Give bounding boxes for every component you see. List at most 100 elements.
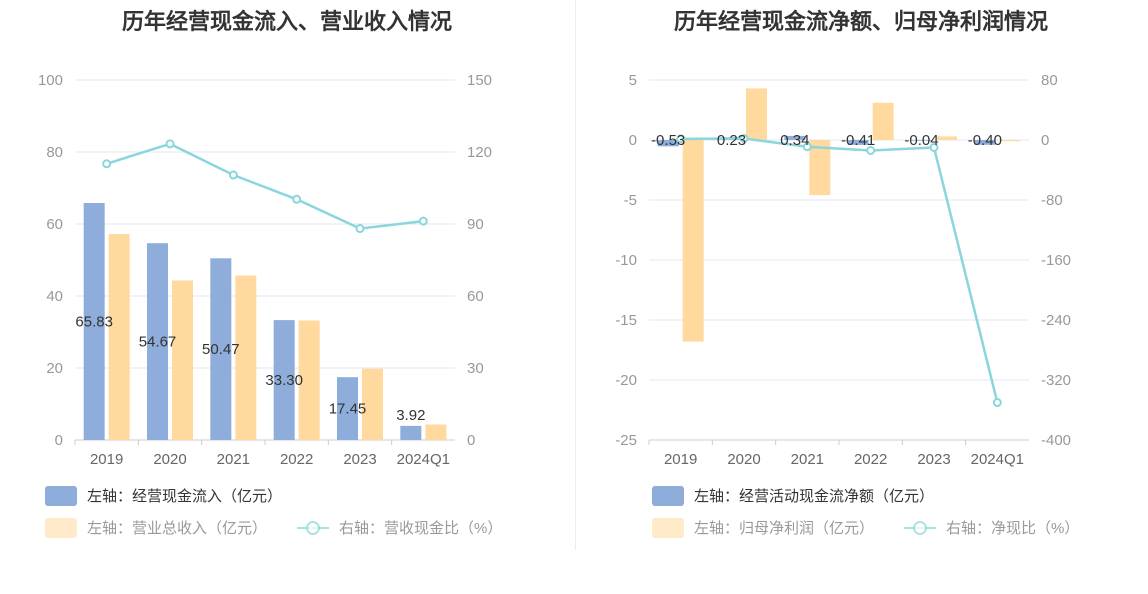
legend-swatch-line-marker bbox=[913, 521, 927, 535]
revenue-bar bbox=[936, 136, 957, 140]
revenue-bar bbox=[298, 320, 320, 440]
x-tick-label: 2021 bbox=[217, 451, 250, 468]
y-right-tick-label: -240 bbox=[1041, 312, 1071, 329]
inflow-bar bbox=[210, 258, 232, 440]
x-tick-label: 2019 bbox=[90, 451, 123, 468]
inflow-data-label: 65.83 bbox=[75, 314, 113, 331]
x-tick-label: 2024Q1 bbox=[397, 451, 450, 468]
y-left-tick-label: -10 bbox=[615, 252, 637, 269]
inflow-bar bbox=[400, 425, 422, 440]
revenue-bar bbox=[108, 234, 130, 440]
ratio-point bbox=[292, 194, 302, 204]
revenue-bar bbox=[235, 275, 257, 440]
x-tick-label: 2022 bbox=[854, 451, 887, 468]
y-left-tick-label: 80 bbox=[46, 144, 63, 161]
revenue-bar bbox=[872, 102, 894, 140]
ratio-point bbox=[418, 216, 428, 226]
legend-label-line: 右轴：营收现金比（%） bbox=[339, 520, 502, 537]
y-right-tick-label: -320 bbox=[1041, 372, 1071, 389]
legend-label-bar2: 左轴：归母净利润（亿元） bbox=[694, 520, 874, 537]
inflow-data-label: 54.67 bbox=[139, 334, 177, 351]
y-left-tick-label: 0 bbox=[629, 132, 637, 149]
y-right-tick-label: 120 bbox=[467, 144, 492, 161]
ratio-point bbox=[676, 134, 686, 144]
y-right-tick-label: 80 bbox=[1041, 72, 1058, 89]
ratio-point bbox=[739, 134, 749, 143]
inflow-data-label: -0.04 bbox=[904, 132, 938, 149]
legend-swatch-bar2 bbox=[45, 518, 77, 538]
x-tick-label: 2023 bbox=[917, 451, 950, 468]
inflow-bar bbox=[147, 243, 168, 440]
inflow-data-label: 0.23 bbox=[717, 132, 746, 149]
x-tick-label: 2021 bbox=[791, 451, 824, 468]
inflow-data-label: -0.40 bbox=[968, 132, 1002, 149]
inflow-bar bbox=[911, 140, 932, 141]
left-chart-title: 历年经营现金流入、营业收入情况 bbox=[121, 9, 452, 34]
ratio-point bbox=[929, 143, 939, 152]
y-left-tick-label: 40 bbox=[46, 288, 63, 305]
revenue-bar bbox=[172, 280, 193, 440]
right-chart-panel: 历年经营现金流净额、归母净利润情况 -25 -20 -15 -10 -5 0 5 -400 -3… bbox=[574, 0, 1148, 589]
legend-label-bar1: 左轴：经营活动现金流净额（亿元） bbox=[694, 488, 934, 505]
inflow-bar bbox=[847, 140, 869, 145]
revenue-bar bbox=[999, 140, 1021, 142]
right-chart-svg: -25 -20 -15 -10 -5 0 5 -400 -320 -240 -160 -80 0 80 20… bbox=[615, 72, 1079, 538]
ratio-point bbox=[102, 159, 112, 169]
inflow-data-label: 0.34 bbox=[780, 132, 809, 149]
y-left-tick-label: -25 bbox=[615, 432, 637, 449]
legend-label-bar1: 左轴：经营现金流入（亿元） bbox=[87, 488, 282, 505]
x-tick-label: 2024Q1 bbox=[971, 451, 1024, 468]
revenue-bar bbox=[682, 140, 704, 342]
right-chart-title: 历年经营现金流净额、归母净利润情况 bbox=[673, 9, 1048, 34]
y-left-tick-label: -5 bbox=[624, 192, 637, 209]
inflow-data-label: -0.41 bbox=[841, 132, 875, 149]
left-chart-svg: 0 20 40 60 80 100 0 30 60 90 120 150 2019 2020 2021 202… bbox=[38, 72, 502, 538]
ratio-point bbox=[165, 139, 175, 149]
legend-swatch-bar1 bbox=[652, 486, 684, 506]
ratio-line bbox=[106, 142, 424, 230]
y-right-tick-label: -160 bbox=[1041, 252, 1071, 269]
y-left-tick-label: -20 bbox=[615, 372, 637, 389]
y-right-tick-label: 90 bbox=[467, 216, 484, 233]
panel-divider bbox=[575, 0, 576, 550]
left-chart-panel: 历年经营现金流入、营业收入情况 0 20 40 60 80 100 0 30 60 90 120 15… bbox=[0, 0, 574, 589]
y-left-tick-label: 60 bbox=[46, 216, 63, 233]
legend-swatch-bar2 bbox=[652, 518, 684, 538]
inflow-bar bbox=[657, 140, 679, 147]
ratio-point bbox=[802, 142, 812, 152]
y-right-tick-label: -80 bbox=[1041, 192, 1063, 209]
inflow-bar bbox=[974, 140, 996, 145]
inflow-bar bbox=[83, 203, 105, 440]
y-right-tick-label: 0 bbox=[1041, 132, 1049, 149]
revenue-bar bbox=[746, 88, 767, 140]
ratio-point bbox=[992, 398, 1002, 407]
inflow-data-label: 3.92 bbox=[396, 407, 425, 424]
inflow-data-label: 17.45 bbox=[329, 401, 367, 418]
legend-swatch-line-marker bbox=[306, 521, 320, 535]
inflow-bar bbox=[337, 377, 358, 440]
revenue-bar bbox=[425, 424, 447, 440]
x-tick-label: 2020 bbox=[153, 451, 186, 468]
y-right-tick-label: 60 bbox=[467, 288, 484, 305]
y-right-tick-label: 150 bbox=[467, 72, 492, 89]
legend-label-bar2: 左轴：营业总收入（亿元） bbox=[87, 520, 267, 537]
x-tick-label: 2019 bbox=[664, 451, 697, 468]
y-right-tick-label: -400 bbox=[1041, 432, 1071, 449]
inflow-data-label: -0.53 bbox=[651, 132, 685, 149]
inflow-bar bbox=[784, 135, 806, 140]
legend-swatch-bar1 bbox=[45, 486, 77, 506]
x-tick-label: 2023 bbox=[343, 451, 376, 468]
ratio-point bbox=[228, 170, 238, 180]
legend-label-line: 右轴：净现比（%） bbox=[946, 520, 1079, 537]
y-right-tick-label: 0 bbox=[467, 432, 475, 449]
x-tick-label: 2022 bbox=[280, 451, 313, 468]
y-left-tick-label: 20 bbox=[46, 360, 63, 377]
ratio-line bbox=[680, 137, 999, 403]
y-left-tick-label: 0 bbox=[55, 432, 63, 449]
y-left-tick-label: 5 bbox=[629, 72, 637, 89]
ratio-point bbox=[866, 146, 876, 155]
y-left-tick-label: 100 bbox=[38, 72, 63, 89]
y-right-tick-label: 30 bbox=[467, 360, 484, 377]
inflow-data-label: 33.30 bbox=[265, 372, 303, 389]
x-tick-label: 2020 bbox=[727, 451, 760, 468]
